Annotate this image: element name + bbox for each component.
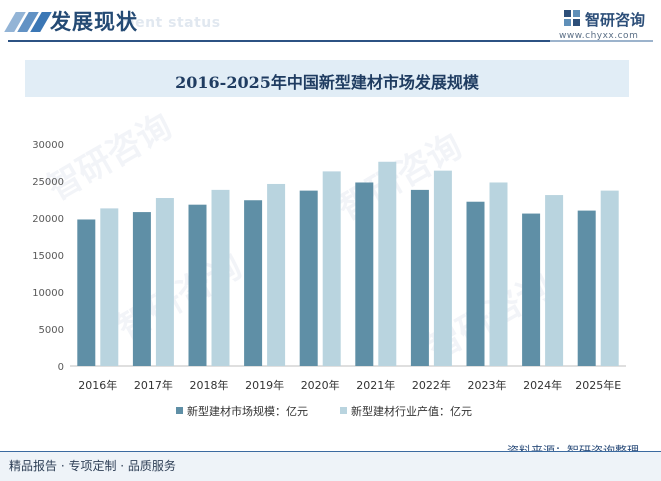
y-tick-label: 25000: [32, 177, 64, 188]
bar-market-size: [188, 204, 207, 366]
x-tick-label: 2020年: [301, 378, 340, 392]
bar-market-size: [299, 190, 318, 366]
footer-divider: [0, 451, 661, 452]
chart-title-band: [25, 60, 629, 97]
brand-logo-icon: [564, 10, 580, 26]
bar-output-value: [545, 195, 564, 366]
y-tick-label: 20000: [32, 214, 64, 225]
bar-output-value: [155, 198, 174, 366]
section-title: 发展现状: [50, 10, 138, 34]
chart-title: 2016-2025年中国新型建材市场发展规模: [175, 73, 479, 92]
bar-output-value: [378, 161, 397, 366]
bar-output-value: [600, 190, 619, 366]
bar-market-size: [522, 213, 541, 366]
section-subtitle: ment status: [120, 15, 221, 31]
footer-tagline: 精品报告 · 专项定制 · 品质服务: [9, 459, 176, 473]
x-tick-label: 2017年: [134, 378, 173, 392]
bar-output-value: [267, 183, 286, 366]
x-tick-label: 2021年: [356, 378, 395, 392]
x-tick-label: 2022年: [412, 378, 451, 392]
bar-market-size: [466, 201, 485, 366]
bar-output-value: [211, 189, 230, 366]
bar-market-size: [77, 219, 96, 366]
bar-market-size: [355, 182, 374, 366]
bar-market-size: [244, 200, 263, 366]
brand-logo-text: 智研咨询: [585, 11, 646, 29]
y-tick-label: 0: [58, 362, 64, 373]
bar-market-size: [410, 189, 429, 366]
legend-label-output-value: 新型建材行业产值：亿元: [351, 404, 472, 418]
x-tick-label: 2016年: [78, 378, 117, 392]
x-tick-label: 2023年: [468, 378, 507, 392]
legend: 新型建材市场规模：亿元 新型建材行业产值：亿元: [176, 404, 472, 418]
y-tick-label: 30000: [32, 140, 64, 151]
bar-market-size: [132, 212, 151, 366]
footer-band: [0, 452, 661, 481]
bar-output-value: [100, 208, 119, 366]
x-axis-ticks: 2016年 2017年 2018年 2019年 2020年 2021年 2022年 2023年…: [78, 378, 621, 392]
bar-market-size: [577, 210, 596, 366]
bar-output-value: [322, 171, 341, 366]
y-tick-label: 15000: [32, 251, 64, 262]
y-tick-label: 5000: [39, 325, 64, 336]
x-tick-label: 2019年: [245, 378, 284, 392]
brand-url: www.chyxx.com: [559, 31, 639, 41]
bar-output-value: [489, 182, 508, 366]
legend-swatch-market-size: [176, 407, 183, 414]
legend-swatch-output-value: [340, 407, 347, 414]
y-axis-ticks: 0 5000 10000 15000 20000 25000 30000: [32, 140, 64, 373]
x-tick-label: 2024年: [523, 378, 562, 392]
bar-output-value: [433, 170, 452, 366]
header-divider: [8, 40, 550, 42]
bars: [77, 161, 619, 366]
legend-label-market-size: 新型建材市场规模：亿元: [187, 404, 308, 418]
x-tick-label: 2025年E: [575, 378, 621, 392]
x-tick-label: 2018年: [190, 378, 229, 392]
y-tick-label: 10000: [32, 288, 64, 299]
header-divider-end: [550, 40, 653, 42]
